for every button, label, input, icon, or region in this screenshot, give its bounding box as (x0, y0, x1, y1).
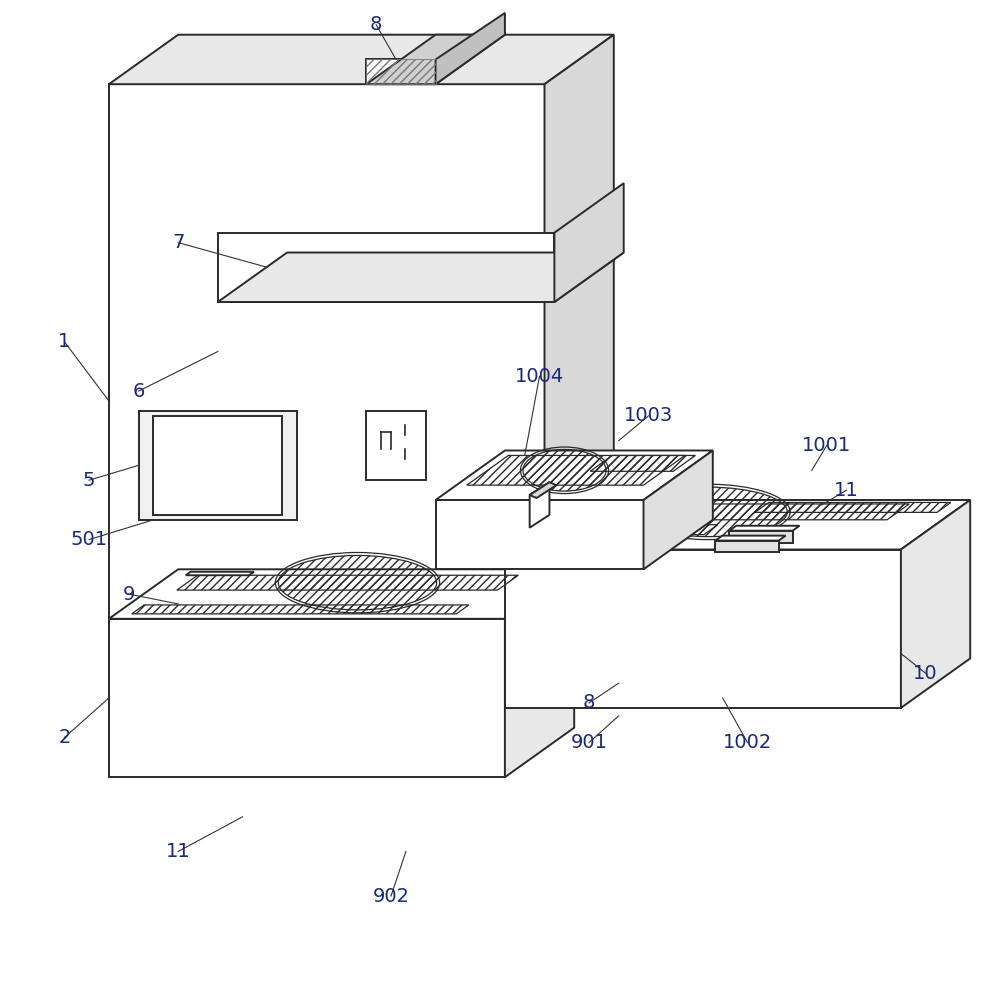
Polygon shape (505, 500, 970, 550)
Text: 8: 8 (370, 15, 382, 34)
Text: 2: 2 (58, 728, 70, 747)
Polygon shape (716, 536, 786, 541)
Text: 1001: 1001 (802, 436, 851, 455)
Text: 9: 9 (123, 585, 135, 604)
Text: 1003: 1003 (624, 406, 673, 425)
Text: 501: 501 (70, 530, 108, 549)
Polygon shape (218, 252, 624, 302)
Polygon shape (139, 411, 297, 520)
Polygon shape (436, 500, 644, 569)
Text: 11: 11 (834, 481, 858, 500)
Polygon shape (218, 233, 554, 302)
Polygon shape (505, 550, 901, 708)
Text: 11: 11 (165, 842, 190, 861)
Polygon shape (544, 35, 614, 619)
Polygon shape (730, 531, 793, 543)
Polygon shape (366, 35, 505, 84)
Text: 5: 5 (83, 471, 95, 490)
Text: 8: 8 (583, 693, 595, 712)
Polygon shape (901, 500, 970, 708)
Polygon shape (109, 84, 545, 619)
Polygon shape (366, 411, 426, 480)
Polygon shape (153, 416, 282, 515)
Polygon shape (530, 482, 549, 528)
Text: 1002: 1002 (723, 733, 772, 752)
Polygon shape (644, 450, 713, 569)
Text: 1004: 1004 (515, 367, 564, 386)
Polygon shape (186, 572, 253, 575)
Polygon shape (716, 541, 779, 552)
Polygon shape (730, 526, 800, 531)
Text: 1: 1 (58, 332, 70, 351)
Polygon shape (366, 59, 436, 84)
Text: 901: 901 (570, 733, 608, 752)
Polygon shape (109, 569, 574, 619)
Text: 10: 10 (914, 664, 938, 683)
Text: 902: 902 (372, 886, 410, 906)
Text: 6: 6 (133, 382, 145, 401)
Polygon shape (436, 13, 505, 84)
Polygon shape (109, 35, 614, 84)
Polygon shape (505, 569, 574, 777)
Polygon shape (436, 450, 713, 500)
Polygon shape (530, 482, 556, 498)
Text: 7: 7 (172, 233, 184, 252)
Polygon shape (554, 183, 624, 302)
Polygon shape (109, 619, 505, 777)
